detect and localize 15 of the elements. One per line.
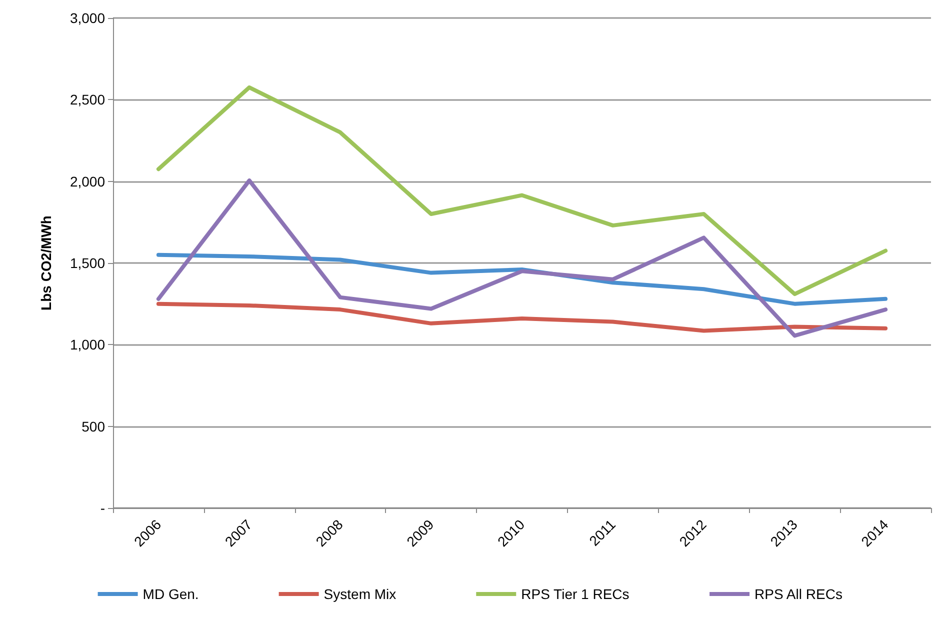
legend-label: RPS All RECs bbox=[754, 586, 842, 602]
y-tick-label: 500 bbox=[82, 418, 106, 434]
line-series bbox=[156, 85, 888, 296]
y-tick-label: 3,000 bbox=[70, 10, 106, 26]
y-tick-label: - bbox=[100, 500, 106, 516]
legend-label: RPS Tier 1 RECs bbox=[521, 586, 630, 602]
y-tick-label: 2,000 bbox=[70, 173, 106, 190]
y-axis-title: Lbs CO2/MWh bbox=[38, 216, 54, 310]
line-series bbox=[156, 302, 888, 333]
y-tick-label: 1,500 bbox=[70, 255, 106, 271]
y-tick-label: 1,000 bbox=[70, 336, 106, 353]
line-series bbox=[156, 178, 888, 338]
y-tick-label: 2,500 bbox=[70, 92, 106, 108]
legend-label: MD Gen. bbox=[142, 586, 199, 602]
legend-label: System Mix bbox=[324, 586, 396, 602]
